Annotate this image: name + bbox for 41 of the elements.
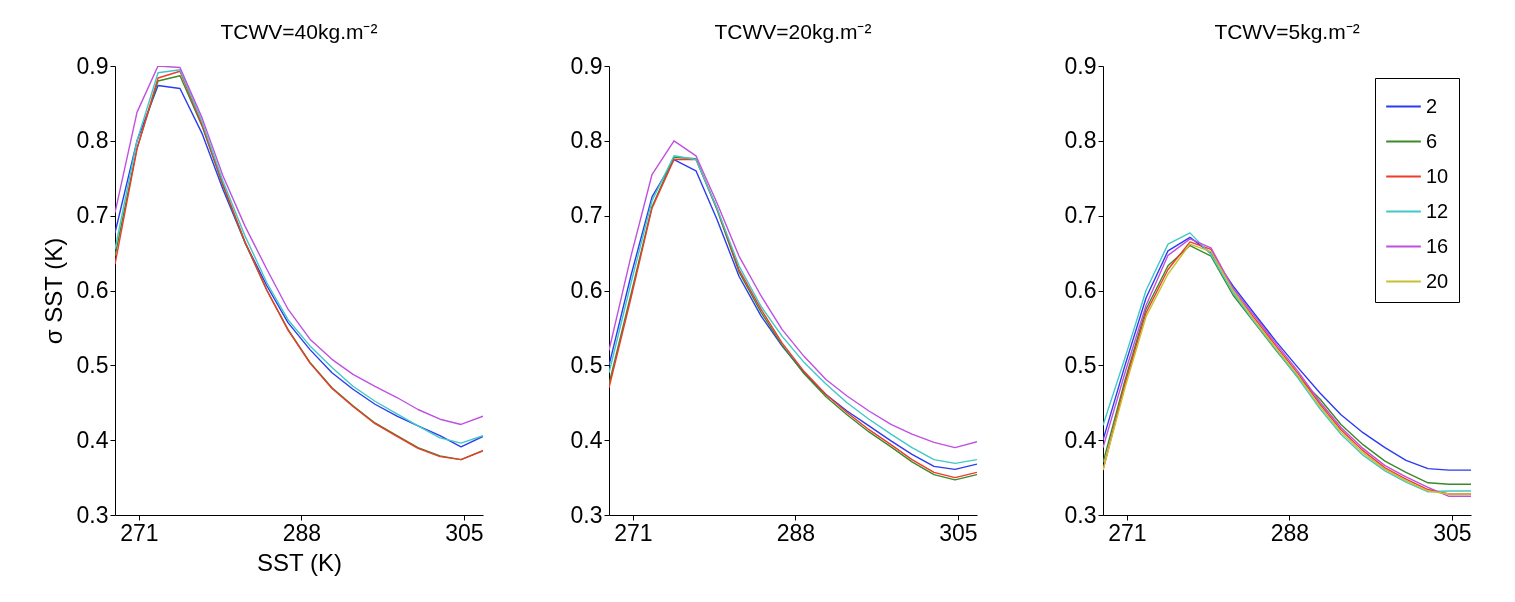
y-tick-label: 0.3 <box>76 501 109 528</box>
x-tick-label: 305 <box>939 519 978 546</box>
y-tick-label: 0.9 <box>570 52 603 79</box>
legend-label: 20 <box>1426 269 1449 292</box>
y-tick-label: 0.6 <box>1064 277 1097 303</box>
x-tick-label: 288 <box>776 519 816 546</box>
y-tick-label: 0.7 <box>76 202 109 229</box>
x-axis-title: SST (K) <box>257 548 342 576</box>
x-tick-label: 288 <box>282 519 322 546</box>
x-tick-label: 271 <box>1108 519 1147 546</box>
y-tick-label: 0.4 <box>570 426 603 453</box>
x-tick-label: 271 <box>120 519 159 546</box>
x-tick-label: 305 <box>445 519 484 546</box>
chart-title: TCWV=20kg.m⁻² <box>714 20 872 43</box>
legend-label: 10 <box>1426 164 1449 187</box>
y-tick-label: 0.8 <box>76 127 109 154</box>
y-tick-label: 0.5 <box>570 351 603 378</box>
legend-label: 12 <box>1426 199 1449 222</box>
x-tick-label: 271 <box>614 519 653 546</box>
x-tick-label: 305 <box>1433 519 1472 546</box>
y-tick-label: 0.8 <box>570 127 603 154</box>
chart-title: TCWV=5kg.m⁻² <box>1214 20 1360 43</box>
y-tick-label: 0.5 <box>76 351 109 378</box>
y-tick-label: 0.6 <box>76 277 109 303</box>
chart-title: TCWV=40kg.m⁻² <box>220 20 378 43</box>
legend-label: 2 <box>1426 94 1438 117</box>
y-tick-label: 0.4 <box>1064 426 1097 453</box>
y-tick-label: 0.9 <box>76 52 109 79</box>
y-tick-label: 0.3 <box>570 501 603 528</box>
y-tick-label: 0.4 <box>76 426 109 453</box>
y-tick-label: 0.7 <box>570 202 603 229</box>
y-tick-label: 0.3 <box>1064 501 1097 528</box>
y-tick-label: 0.9 <box>1064 52 1097 79</box>
y-tick-label: 0.5 <box>1064 351 1097 378</box>
y-tick-label: 0.7 <box>1064 202 1097 229</box>
legend-label: 16 <box>1426 234 1449 257</box>
y-tick-label: 0.6 <box>570 277 603 303</box>
y-axis-title: σ SST (K) <box>39 237 67 345</box>
legend-label: 6 <box>1426 129 1438 152</box>
y-tick-label: 0.8 <box>1064 127 1097 154</box>
x-tick-label: 288 <box>1270 519 1310 546</box>
